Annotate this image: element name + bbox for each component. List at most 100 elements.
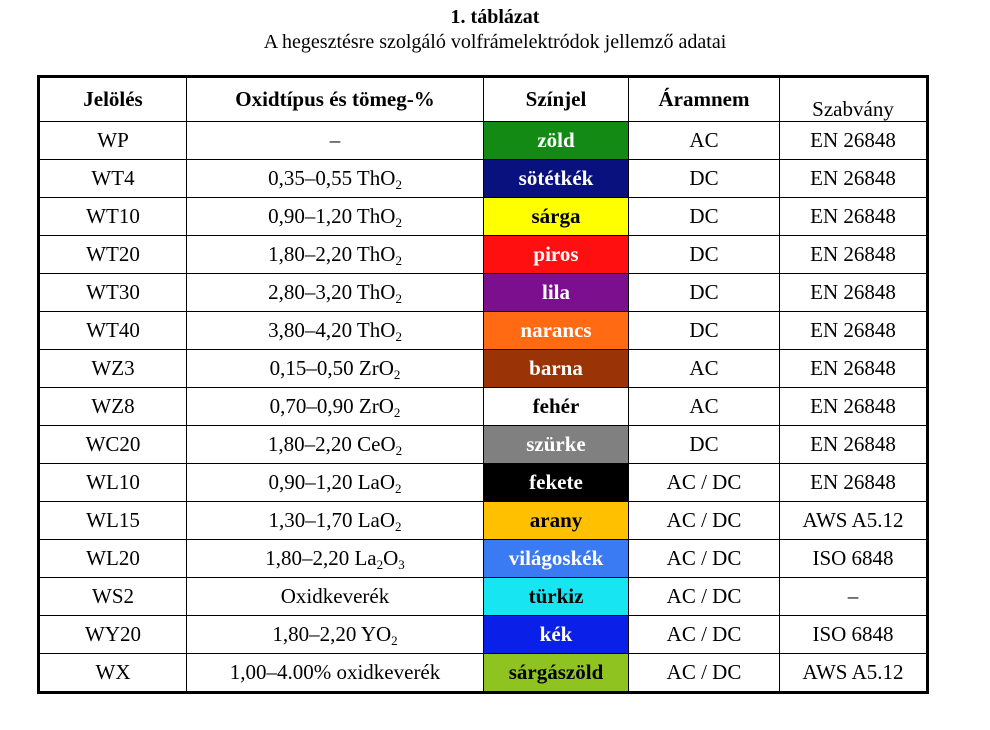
oxide-sub1: 2 (395, 291, 402, 306)
cell-current: DC (628, 235, 780, 274)
cell-color-code: sötétkék (483, 159, 629, 198)
cell-current: DC (628, 273, 780, 312)
cell-oxide: 1,80–2,20 YO2 (186, 615, 484, 654)
cell-color-code: szürke (483, 425, 629, 464)
table-subtitle: A hegesztésre szolgáló volfrámelektródok… (263, 31, 727, 53)
cell-standard: ISO 6848 (779, 539, 928, 578)
oxide-pre: 2,80–3,20 ThO (268, 280, 396, 304)
cell-oxide: 0,70–0,90 ZrO2 (186, 387, 484, 426)
cell-color-code: barna (483, 349, 629, 388)
cell-current: AC / DC (628, 615, 780, 654)
cell-standard: EN 26848 (779, 349, 928, 388)
table-row: WS2 Oxidkeverék türkiz AC / DC – (38, 577, 928, 616)
header-row: Jelölés Oxidtípus és tömeg-% Színjel Ára… (38, 76, 928, 122)
oxide-pre: 1,30–1,70 LaO (268, 508, 396, 532)
table-row: WT10 0,90–1,20 ThO2 sárga DC EN 26848 (38, 197, 928, 236)
cell-standard: EN 26848 (779, 387, 928, 426)
table-row: WC20 1,80–2,20 CeO2 szürke DC EN 26848 (38, 425, 928, 464)
color-label: fehér (532, 394, 580, 418)
table-title: 1. táblázat (450, 6, 540, 28)
color-label: türkiz (528, 584, 584, 608)
cell-standard: EN 26848 (779, 159, 928, 198)
oxide-pre: 1,80–2,20 ThO (268, 242, 396, 266)
cell-color-code: narancs (483, 311, 629, 350)
cell-current: DC (628, 311, 780, 350)
cell-oxide: 1,80–2,20 ThO2 (186, 235, 484, 274)
color-label: narancs (520, 318, 592, 342)
cell-oxide: 0,35–0,55 ThO2 (186, 159, 484, 198)
cell-current: AC (628, 387, 780, 426)
color-label: lila (541, 280, 570, 304)
cell-oxide: 2,80–3,20 ThO2 (186, 273, 484, 312)
oxide-pre: – (329, 128, 341, 152)
cell-standard: EN 26848 (779, 311, 928, 350)
cell-oxide: 1,30–1,70 LaO2 (186, 501, 484, 540)
oxide-pre: 0,70–0,90 ZrO (269, 394, 394, 418)
cell-code: WT4 (38, 159, 187, 198)
cell-standard: EN 26848 (779, 425, 928, 464)
cell-color-code: türkiz (483, 577, 629, 616)
color-label: zöld (537, 128, 575, 152)
header-szabvany: Szabvány (779, 76, 928, 122)
color-label: szürke (526, 432, 586, 456)
table-row: WP – zöld AC EN 26848 (38, 121, 928, 160)
cell-code: WL15 (38, 501, 187, 540)
cell-current: AC / DC (628, 501, 780, 540)
cell-current: AC / DC (628, 463, 780, 502)
header-oxidtipus: Oxidtípus és tömeg-% (186, 76, 484, 122)
cell-code: WZ3 (38, 349, 187, 388)
table-row: WL20 1,80–2,20 La2O3 világoskék AC / DC ISO … (38, 539, 928, 578)
cell-oxide: 1,80–2,20 La2O3 (186, 539, 484, 578)
cell-color-code: sárgászöld (483, 653, 629, 693)
cell-color-code: fehér (483, 387, 629, 426)
color-label: sárgászöld (508, 660, 604, 684)
cell-code: WT40 (38, 311, 187, 350)
color-label: piros (533, 242, 579, 266)
cell-code: WY20 (38, 615, 187, 654)
oxide-pre: Oxidkeverék (280, 584, 390, 608)
table-row: WY20 1,80–2,20 YO2 kék AC / DC ISO 6848 (38, 615, 928, 654)
table-row: WL15 1,30–1,70 LaO2 arany AC / DC AWS A5.12 (38, 501, 928, 540)
oxide-sub1: 2 (395, 253, 402, 268)
cell-standard: EN 26848 (779, 463, 928, 502)
cell-color-code: arany (483, 501, 629, 540)
oxide-sub1: 2 (393, 367, 401, 382)
cell-standard: AWS A5.12 (779, 501, 928, 540)
oxide-pre: 0,90–1,20 LaO (268, 470, 396, 494)
oxide-sub1: 2 (395, 177, 402, 192)
color-label: barna (529, 356, 583, 380)
table-row: WZ3 0,15–0,50 ZrO2 barna AC EN 26848 (38, 349, 928, 388)
oxide-sub1: 2 (395, 329, 402, 344)
oxide-sub1: 2 (393, 405, 401, 420)
color-label: arany (529, 508, 583, 532)
cell-code: WT30 (38, 273, 187, 312)
cell-color-code: kék (483, 615, 629, 654)
cell-code: WC20 (38, 425, 187, 464)
cell-oxide: Oxidkeverék (186, 577, 484, 616)
oxide-pre: 0,15–0,50 ZrO (269, 356, 394, 380)
cell-current: AC (628, 349, 780, 388)
oxide-pre: 0,90–1,20 ThO (268, 204, 396, 228)
cell-standard: EN 26848 (779, 197, 928, 236)
cell-current: AC / DC (628, 539, 780, 578)
table-row: WT4 0,35–0,55 ThO2 sötétkék DC EN 26848 (38, 159, 928, 198)
color-label: fekete (529, 470, 583, 494)
oxide-pre: 0,35–0,55 ThO (268, 166, 396, 190)
cell-oxide: 0,15–0,50 ZrO2 (186, 349, 484, 388)
cell-oxide: 3,80–4,20 ThO2 (186, 311, 484, 350)
oxide-sub2: 3 (398, 557, 405, 572)
cell-standard: AWS A5.12 (779, 653, 928, 693)
cell-color-code: piros (483, 235, 629, 274)
cell-standard: EN 26848 (779, 121, 928, 160)
electrode-table: Jelölés Oxidtípus és tömeg-% Színjel Ára… (37, 75, 929, 694)
table-body: WP – zöld AC EN 26848 WT4 0,35–0,55 ThO2 sötétk… (38, 121, 928, 693)
table-row: WT20 1,80–2,20 ThO2 piros DC EN 26848 (38, 235, 928, 274)
cell-standard: EN 26848 (779, 273, 928, 312)
cell-standard: ISO 6848 (779, 615, 928, 654)
cell-code: WL10 (38, 463, 187, 502)
cell-oxide: 1,00–4.00% oxidkeverék (186, 653, 484, 693)
cell-color-code: világoskék (483, 539, 629, 578)
cell-current: DC (628, 159, 780, 198)
color-label: világoskék (508, 546, 604, 570)
oxide-pre: 3,80–4,20 ThO (268, 318, 396, 342)
